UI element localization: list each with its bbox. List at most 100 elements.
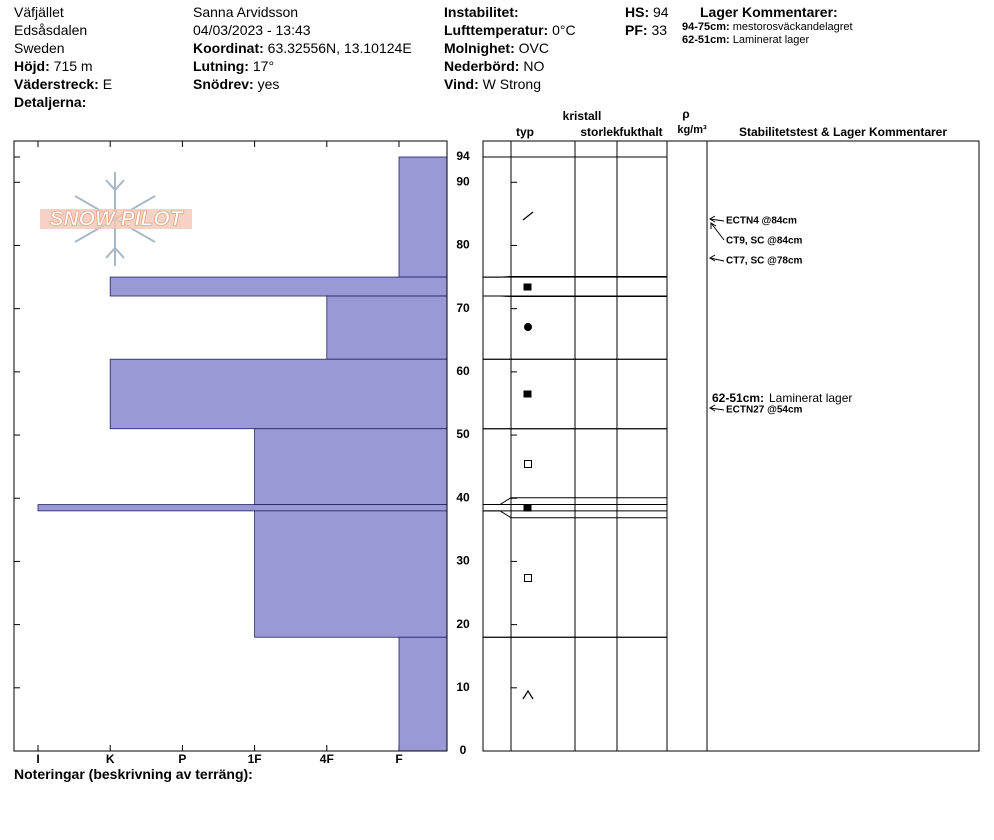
field-label: Vind: — [444, 76, 479, 92]
y-tick-label: 70 — [456, 301, 470, 315]
field-label: Koordinat: — [193, 40, 264, 56]
y-tick-label: 40 — [456, 490, 470, 504]
header-crystal: kristall — [563, 109, 602, 123]
header-line: Väfjället — [14, 3, 112, 21]
y-tick-label: 20 — [456, 617, 470, 631]
field-value: 94 — [653, 4, 669, 20]
y-tick-label: 50 — [456, 427, 470, 441]
field-label: Väderstreck: — [14, 76, 99, 92]
field-value: 63.32556N, 13.10124E — [267, 40, 412, 56]
y-tick-label: 80 — [456, 238, 470, 252]
field-label: Snödrev: — [193, 76, 254, 92]
hardness-frame — [13, 140, 448, 752]
field-value: Sweden — [14, 40, 65, 56]
field-value: E — [102, 76, 113, 92]
logo-band — [40, 209, 192, 229]
y-tick-label: 10 — [456, 680, 470, 694]
x-tick-label: 1F — [248, 752, 262, 766]
x-tick-label: F — [395, 752, 402, 766]
header-line: Vind: W Strong — [444, 75, 576, 93]
header-line: PF: 33 — [625, 21, 669, 39]
stability-test: ECTN27 @54cm — [726, 405, 803, 416]
field-value: Edsåsdalen — [14, 22, 88, 38]
field-value: Väfjället — [14, 4, 64, 20]
field-label: Lufttemperatur: — [444, 22, 549, 38]
header-line: Nederbörd: NO — [444, 57, 576, 75]
layer-comment-label: 94-75cm: — [682, 21, 730, 33]
x-tick-label: K — [106, 752, 115, 766]
hardness-bar — [37, 504, 448, 512]
field-label: Nederbörd: — [444, 58, 520, 74]
header-line: 04/03/2023 - 13:43 — [193, 21, 412, 39]
y-tick-label: 0 — [460, 743, 467, 757]
footer: Noteringar (beskrivning av terräng): — [14, 766, 253, 782]
field-value: W Strong — [482, 76, 541, 92]
layer-table-frame — [482, 140, 980, 752]
field-value: Sanna Arvidsson — [193, 4, 299, 20]
stability-test: ECTN4 @84cm — [726, 216, 797, 227]
hardness-bar — [109, 276, 448, 297]
field-label: Höjd: — [14, 58, 50, 74]
hardness-bar — [326, 295, 448, 360]
header-line: Detaljerna: — [14, 93, 112, 111]
y-tick-label: 30 — [456, 554, 470, 568]
header-line: Sweden — [14, 39, 112, 57]
logo-text: SNOW PILOT — [50, 208, 185, 231]
column-lines — [510, 141, 708, 751]
layer-comment: 94-75cm: mestorosväckandelagret — [682, 21, 853, 34]
hardness-bar — [398, 156, 448, 278]
layer-connector — [483, 497, 512, 506]
header-type: typ — [516, 125, 534, 139]
header-line: Höjd: 715 m — [14, 57, 112, 75]
field-label: HS: — [625, 4, 650, 20]
header-line: Väderstreck: E — [14, 75, 112, 93]
header-line: Sanna Arvidsson — [193, 3, 412, 21]
header-comments: Stabilitetstest & Lager Kommentarer — [739, 125, 947, 139]
field-value: 17° — [252, 58, 275, 74]
layer-comments-title: Lager Kommentarer: — [700, 4, 838, 20]
layer-connector — [483, 276, 512, 278]
header-density-unit: kg/m³ — [677, 124, 707, 136]
hardness-bar — [109, 358, 448, 430]
field-value: 715 m — [53, 58, 93, 74]
layer-comment-label: 62-51cm: — [682, 34, 730, 46]
layer-comment-text: Laminerat lager — [769, 391, 852, 405]
grain-symbols — [522, 211, 534, 700]
header-line: Molnighet: OVC — [444, 39, 576, 57]
header-column: Instabilitet: Lufttemperatur: 0°C Molnighe… — [444, 3, 576, 93]
layer-comment-text: mestorosväckandelagret — [732, 21, 853, 33]
header-column: Väfjället Edsåsdalen Sweden Höjd: 715 m Väde… — [14, 3, 112, 111]
header-line: HS: 94 — [625, 3, 669, 21]
y-tick-label: 90 — [456, 174, 470, 188]
field-value: 04/03/2023 - 13:43 — [193, 22, 311, 38]
header-line: Lutning: 17° — [193, 57, 412, 75]
header-line: Lufttemperatur: 0°C — [444, 21, 576, 39]
header-line: Instabilitet: — [444, 3, 576, 21]
y-tick-label: 60 — [456, 364, 470, 378]
field-value: OVC — [518, 40, 549, 56]
layer-comment-text: Laminerat lager — [732, 34, 810, 46]
x-tick-label: 4F — [320, 752, 334, 766]
header-line: Snödrev: yes — [193, 75, 412, 93]
header-rho: ρ — [682, 107, 689, 121]
header-column: HS: 94 PF: 33 — [625, 3, 669, 39]
layer-comment-label: 62-51cm: — [712, 391, 764, 405]
header-line: Koordinat: 63.32556N, 13.10124E — [193, 39, 412, 57]
field-value: 0°C — [552, 22, 576, 38]
stability-test: CT9, SC @84cm — [726, 236, 803, 247]
header-moisture: fukthalt — [619, 125, 662, 139]
hardness-bar — [254, 510, 448, 638]
header-size: storlek — [580, 125, 620, 139]
x-tick-label: I — [36, 752, 39, 766]
field-label: Molnighet: — [444, 40, 515, 56]
hardness-bar — [398, 636, 448, 752]
field-value: NO — [523, 58, 545, 74]
field-label: Lutning: — [193, 58, 249, 74]
layer-comment: 62-51cm: Laminerat lager — [682, 34, 853, 47]
field-label: Instabilitet: — [444, 4, 519, 20]
layer-comments: Lager Kommentarer: 94-75cm: mestorosväck… — [682, 3, 853, 47]
x-tick-label: P — [178, 752, 186, 766]
y-tick-label: 94 — [456, 149, 470, 163]
